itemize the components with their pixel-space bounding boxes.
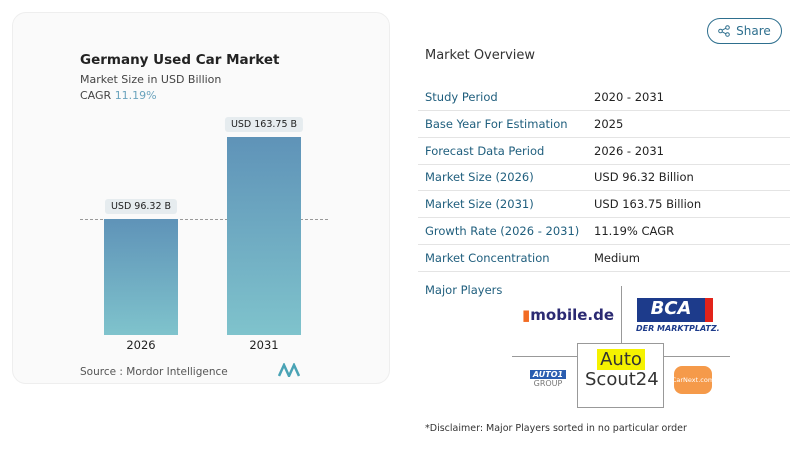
overview-row: Market Size (2026) USD 96.32 Billion bbox=[418, 164, 790, 192]
data-label: USD 96.32 B bbox=[104, 198, 178, 214]
overview-row: Market Concentration Medium bbox=[418, 245, 790, 272]
mordor-logo-icon bbox=[278, 363, 300, 377]
cagr: CAGR 11.19% bbox=[80, 89, 157, 102]
row-value: 2026 - 2031 bbox=[594, 143, 664, 158]
reference-line bbox=[80, 218, 328, 220]
overview-row: Study Period 2020 - 2031 bbox=[418, 84, 790, 111]
row-value: USD 96.32 Billion bbox=[594, 170, 694, 185]
row-value: 2020 - 2031 bbox=[594, 90, 664, 104]
row-value: Medium bbox=[594, 250, 640, 265]
disclaimer: *Disclaimer: Major Players sorted in no … bbox=[425, 423, 687, 434]
player-carnext: CarNext.com bbox=[671, 366, 715, 394]
source: Source : Mordor Intelligence bbox=[80, 366, 228, 378]
bar-2031 bbox=[227, 137, 301, 335]
row-key: Forecast Data Period bbox=[425, 143, 545, 158]
row-value: 11.19% CAGR bbox=[594, 224, 675, 238]
overview-row: Market Size (2031) USD 163.75 Billion bbox=[418, 191, 790, 219]
row-key: Study Period bbox=[425, 90, 498, 104]
major-players-label: Major Players bbox=[425, 283, 503, 297]
share-label: Share bbox=[736, 24, 771, 38]
row-key: Base Year For Estimation bbox=[425, 116, 568, 131]
cagr-value: 11.19% bbox=[114, 89, 157, 102]
row-value: 2025 bbox=[594, 116, 624, 131]
cagr-label: CAGR bbox=[80, 89, 112, 102]
overview-title: Market Overview bbox=[425, 48, 536, 63]
overview-row: Growth Rate (2026 - 2031) 11.19% CAGR bbox=[418, 218, 790, 245]
x-tick-label: 2026 bbox=[126, 338, 156, 352]
data-label: USD 163.75 B bbox=[224, 117, 304, 132]
x-tick-label: 2031 bbox=[249, 338, 279, 352]
chart-title: Germany Used Car Market bbox=[80, 52, 280, 68]
overview-row: Forecast Data Period 2026 - 2031 bbox=[418, 138, 790, 165]
share-icon bbox=[718, 25, 730, 37]
bar-2026 bbox=[104, 218, 178, 335]
player-auto1: AUTO1 GROUP bbox=[530, 370, 566, 388]
row-key: Market Size (2031) bbox=[425, 197, 534, 212]
player-carnext-label: CarNext.com bbox=[671, 376, 715, 384]
row-value: USD 163.75 Billion bbox=[594, 197, 702, 212]
row-key: Market Size (2026) bbox=[425, 170, 534, 185]
row-key: Market Concentration bbox=[425, 250, 550, 265]
chart-subtitle: Market Size in USD Billion bbox=[80, 73, 222, 86]
player-autoscout24: Auto Scout24 bbox=[585, 349, 659, 390]
share-button[interactable]: Share bbox=[707, 18, 782, 44]
overview-row: Base Year For Estimation 2025 bbox=[418, 111, 790, 138]
chart-card bbox=[12, 12, 390, 384]
player-mobile-de: ▮mobile.de bbox=[522, 306, 615, 324]
player-bca: BCA bbox=[637, 298, 713, 322]
row-key: Growth Rate (2026 - 2031) bbox=[425, 224, 580, 238]
